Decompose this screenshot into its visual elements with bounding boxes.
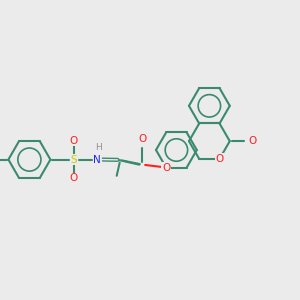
Text: O: O [162, 163, 170, 173]
Text: O: O [70, 136, 78, 146]
Text: O: O [249, 136, 257, 146]
Text: O: O [70, 173, 78, 184]
Text: O: O [215, 154, 224, 164]
Text: O: O [138, 134, 146, 144]
Text: H: H [95, 143, 102, 152]
Text: S: S [70, 154, 77, 165]
Text: N: N [93, 154, 101, 165]
